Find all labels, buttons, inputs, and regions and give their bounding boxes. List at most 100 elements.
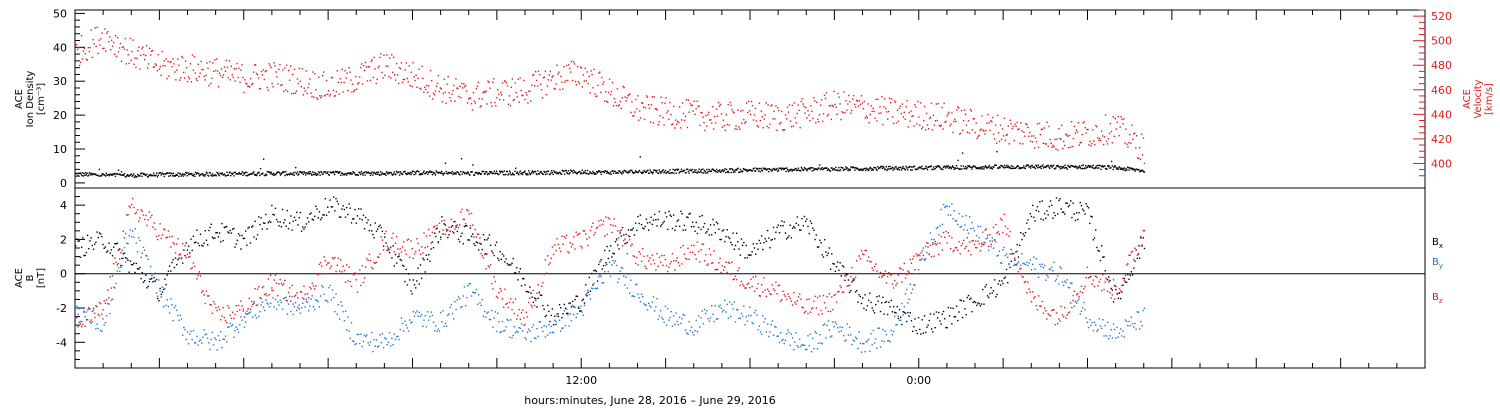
data-point xyxy=(111,255,114,257)
data-point xyxy=(291,173,294,176)
data-point xyxy=(569,242,571,244)
data-point xyxy=(837,327,839,329)
data-point xyxy=(416,86,418,89)
data-point xyxy=(80,246,83,249)
data-point xyxy=(914,284,916,286)
data-point xyxy=(584,67,586,70)
data-point xyxy=(367,171,369,173)
data-point xyxy=(180,77,182,79)
data-point xyxy=(677,219,680,221)
data-point xyxy=(112,41,115,44)
data-point xyxy=(678,316,681,318)
data-point xyxy=(469,224,472,227)
data-point xyxy=(84,53,87,55)
data-point xyxy=(395,173,397,176)
data-point xyxy=(587,291,589,294)
data-point xyxy=(841,167,843,169)
data-point xyxy=(201,68,203,71)
data-point xyxy=(265,173,267,175)
data-point xyxy=(1108,276,1110,278)
data-point xyxy=(1142,171,1145,173)
data-point xyxy=(767,170,770,173)
data-point xyxy=(103,174,105,176)
data-point xyxy=(735,308,738,311)
data-point xyxy=(515,172,518,174)
data-point xyxy=(574,248,576,250)
data-point xyxy=(317,217,319,219)
data-point xyxy=(456,171,458,173)
data-point xyxy=(159,223,161,225)
data-point xyxy=(90,174,92,176)
data-point xyxy=(264,222,266,224)
data-point xyxy=(654,169,657,172)
data-point xyxy=(300,230,303,232)
data-point xyxy=(90,319,92,321)
data-point xyxy=(255,173,257,176)
data-point xyxy=(213,70,215,72)
data-point xyxy=(450,218,453,221)
data-point xyxy=(661,102,663,104)
data-point xyxy=(570,169,572,171)
data-point xyxy=(814,168,816,171)
data-point xyxy=(425,235,428,237)
data-point xyxy=(1129,324,1131,327)
data-point xyxy=(336,170,338,173)
data-point xyxy=(991,237,993,239)
data-point xyxy=(1046,210,1048,212)
data-point xyxy=(167,172,169,174)
data-point xyxy=(233,317,235,320)
data-point xyxy=(1070,120,1073,123)
data-point xyxy=(1107,165,1109,167)
data-point xyxy=(942,203,945,206)
data-point xyxy=(294,301,297,304)
data-point xyxy=(890,167,892,170)
data-point xyxy=(400,62,403,64)
data-point xyxy=(927,324,929,326)
data-point xyxy=(363,172,365,174)
data-point xyxy=(372,172,375,174)
data-point xyxy=(397,256,399,258)
data-point xyxy=(245,174,247,177)
data-point xyxy=(449,171,451,174)
data-point xyxy=(209,172,211,174)
data-point xyxy=(938,311,940,314)
data-point xyxy=(984,166,986,168)
data-point xyxy=(422,257,424,260)
data-point xyxy=(641,172,643,175)
data-point xyxy=(852,166,855,168)
data-point xyxy=(221,346,223,349)
data-point xyxy=(196,335,198,338)
data-point xyxy=(916,168,918,170)
data-point xyxy=(903,168,906,170)
data-point xyxy=(775,231,777,233)
data-point xyxy=(719,304,721,307)
data-point xyxy=(1062,211,1065,213)
data-point xyxy=(915,168,917,171)
data-point xyxy=(519,170,522,172)
data-point xyxy=(1081,164,1083,167)
data-point xyxy=(890,98,893,100)
data-point xyxy=(498,173,500,176)
data-point xyxy=(882,165,884,168)
data-point xyxy=(907,166,910,169)
data-point xyxy=(646,309,649,311)
data-point xyxy=(1062,284,1065,287)
data-point xyxy=(1056,138,1058,141)
data-point xyxy=(157,238,159,241)
data-point xyxy=(998,250,1001,252)
data-point xyxy=(1028,166,1030,168)
data-point xyxy=(226,171,228,173)
data-point xyxy=(1050,164,1052,167)
data-point xyxy=(696,100,698,103)
data-point xyxy=(485,268,487,270)
data-point xyxy=(946,115,948,117)
data-point xyxy=(883,313,885,315)
data-point xyxy=(531,84,533,86)
data-point xyxy=(236,239,239,242)
data-point xyxy=(602,83,604,85)
data-point xyxy=(394,79,397,81)
data-point xyxy=(1001,128,1004,130)
data-point xyxy=(190,268,192,270)
